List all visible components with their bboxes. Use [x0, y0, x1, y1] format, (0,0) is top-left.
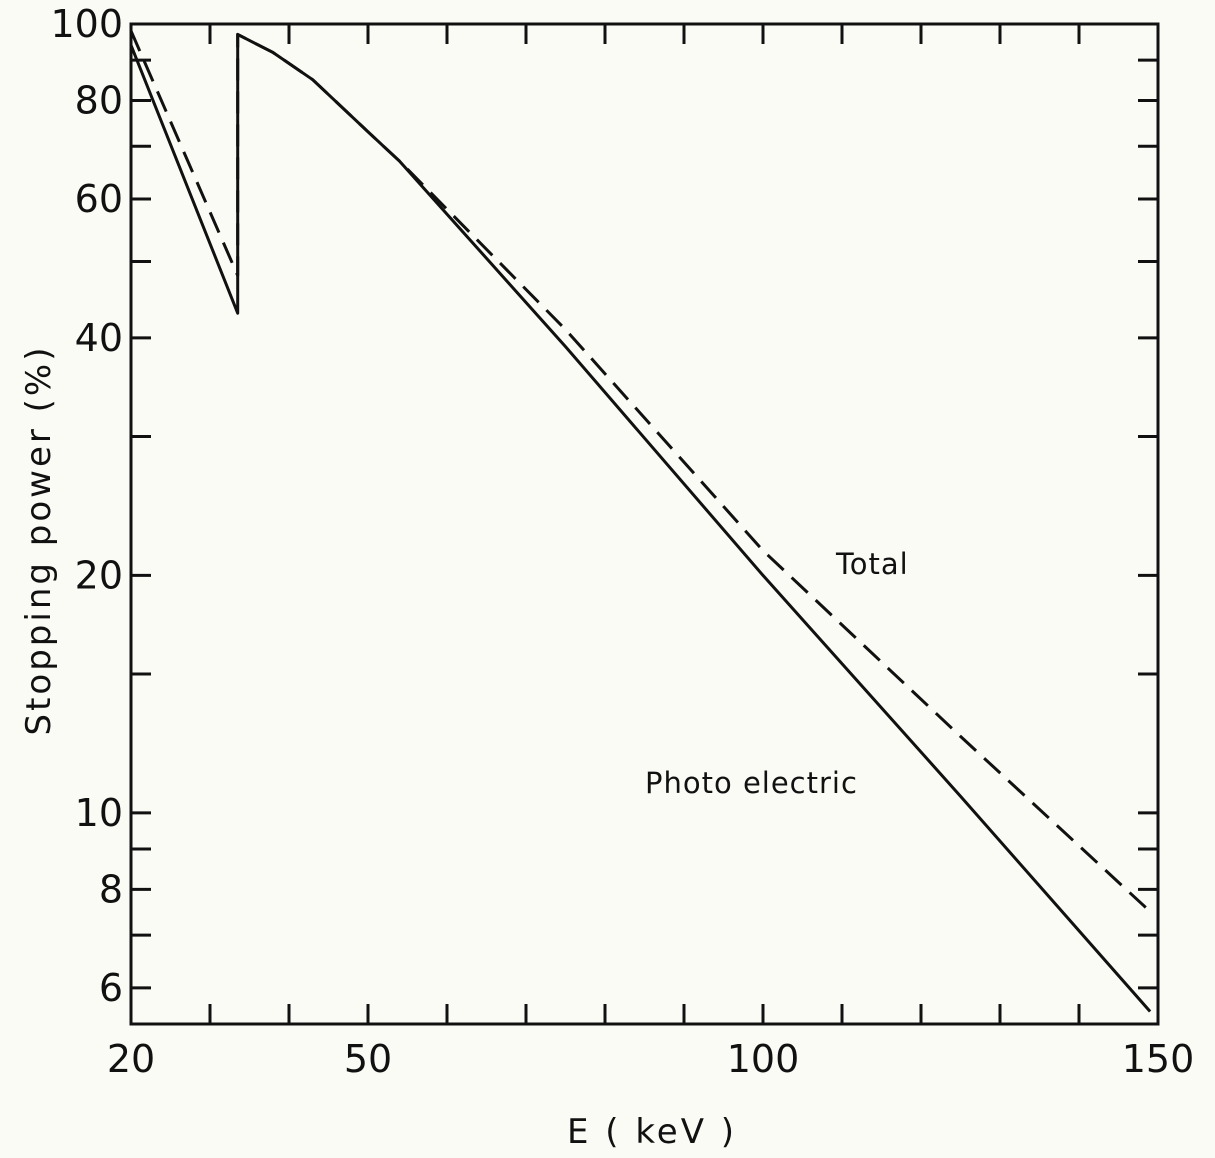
- annotation-photo-electric: Photo electric: [645, 766, 858, 800]
- axis-ticks: [129, 22, 1160, 1024]
- x-tick-label-100: 100: [727, 1037, 800, 1081]
- y-tick-label-80: 80: [75, 78, 123, 122]
- x-tick-label-150: 150: [1122, 1037, 1195, 1081]
- y-axis-label: Stopping power (%): [19, 345, 59, 736]
- series-line-total: [129, 30, 1152, 913]
- x-axis-label: E ( keV ): [567, 1112, 737, 1152]
- annotation-total: Total: [835, 547, 909, 581]
- y-tick-label-10: 10: [75, 791, 123, 835]
- y-tick-label-6: 6: [99, 966, 123, 1010]
- plot-frame: [129, 22, 1160, 1026]
- tick-labels: 20 50 100 150 6 8 10 20 40 60 80 100: [50, 2, 1194, 1081]
- series-line-photo-electric: [129, 32, 1152, 1013]
- y-tick-label-8: 8: [99, 867, 123, 911]
- x-tick-label-50: 50: [344, 1037, 392, 1081]
- y-tick-label-100: 100: [50, 2, 123, 46]
- x-tick-label-20: 20: [107, 1037, 155, 1081]
- y-tick-label-20: 20: [75, 553, 123, 597]
- y-tick-label-60: 60: [75, 177, 123, 221]
- series-lines: [129, 30, 1152, 1013]
- y-tick-label-40: 40: [75, 316, 123, 360]
